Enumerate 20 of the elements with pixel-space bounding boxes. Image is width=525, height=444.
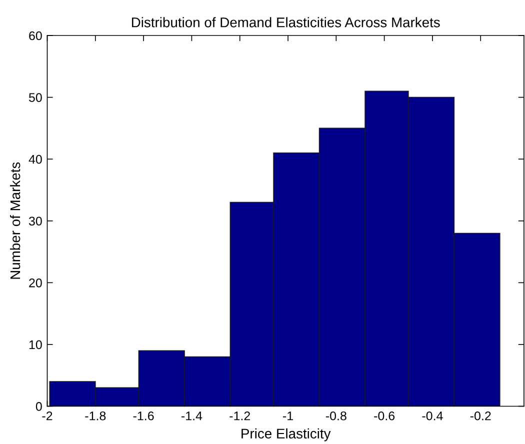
x-tick-label: -1 bbox=[283, 412, 293, 420]
x-tick-label: -0.4 bbox=[422, 411, 443, 420]
y-tick-label: 50 bbox=[28, 93, 42, 102]
y-tick-label: 40 bbox=[28, 154, 42, 164]
y-axis-title: Number of Markets bbox=[10, 162, 20, 279]
x-tick-label: -2 bbox=[42, 411, 52, 420]
y-tick-label: 60 bbox=[29, 31, 42, 40]
x-tick-label: -1.8 bbox=[85, 411, 106, 420]
y-tick-label: 30 bbox=[28, 216, 42, 226]
y-tick-label: 20 bbox=[29, 278, 42, 288]
y-tick-label: 10 bbox=[29, 340, 42, 350]
x-tick-label: -0.6 bbox=[374, 411, 395, 420]
x-tick-label: -1.4 bbox=[181, 412, 202, 420]
x-axis-title: Price Elasticity bbox=[242, 428, 331, 442]
x-tick-label: -1.2 bbox=[230, 411, 250, 420]
x-tick-label: -1.6 bbox=[133, 411, 154, 420]
chart-title: Distribution of Demand Elasticities Across Markets bbox=[132, 17, 440, 28]
x-tick-label: -0.8 bbox=[326, 411, 346, 420]
y-tick-label: 0 bbox=[36, 402, 42, 411]
x-tick-label: -0.2 bbox=[470, 411, 491, 420]
